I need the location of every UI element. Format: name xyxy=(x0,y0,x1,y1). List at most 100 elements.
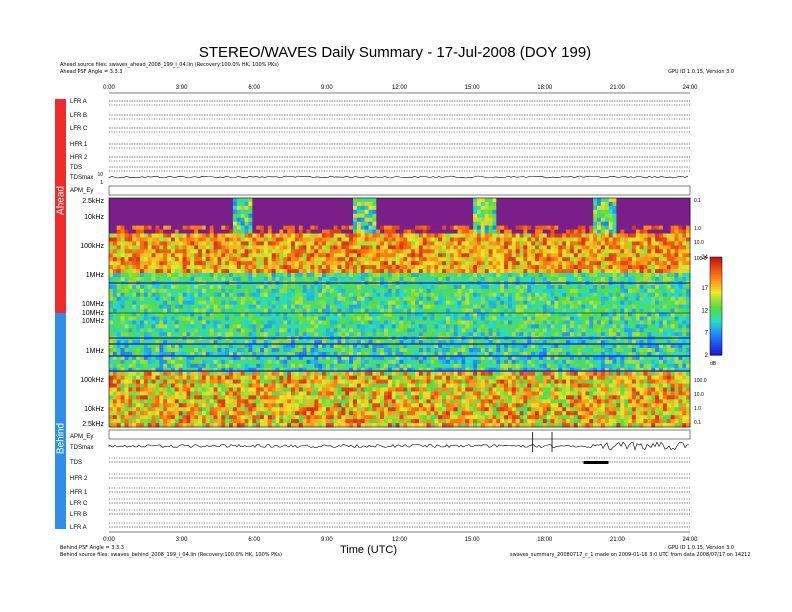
spectrogram-cell xyxy=(140,288,145,294)
spectrogram-cell xyxy=(620,201,625,207)
spectrogram-cell xyxy=(585,198,590,203)
spectrogram-cell xyxy=(353,205,358,211)
spectrogram-cell xyxy=(430,257,435,262)
spectrogram-cell xyxy=(151,308,156,313)
spectrogram-cell xyxy=(329,292,335,298)
spectrogram-cell xyxy=(480,249,486,254)
spectrogram-cell xyxy=(186,308,191,313)
spectrogram-cell xyxy=(202,209,207,215)
spectrogram-cell xyxy=(523,249,528,254)
spectrogram-cell xyxy=(287,225,292,230)
spectrogram-cell xyxy=(430,205,435,211)
spectrogram-cell xyxy=(376,237,381,242)
spectrogram-cell xyxy=(236,217,242,222)
spectrogram-cell xyxy=(492,225,497,230)
spectrogram-cell xyxy=(674,201,679,207)
spectrogram-cell xyxy=(333,308,338,313)
spectrogram-cell xyxy=(662,273,668,278)
spectrogram-cell xyxy=(651,217,656,222)
spectrogram-cell xyxy=(217,213,222,219)
spectrogram-cell xyxy=(577,257,582,262)
spectrogram-cell xyxy=(500,241,505,246)
spectrogram-cell xyxy=(275,308,280,313)
spectrogram-cell xyxy=(442,320,447,325)
spectrogram-cell xyxy=(143,209,149,215)
spectrogram-cell xyxy=(205,292,211,298)
spectrogram-cell xyxy=(140,221,145,226)
spectrogram-cell xyxy=(399,205,404,211)
spectrogram-cell xyxy=(112,253,118,258)
spectrogram-cell xyxy=(442,241,447,246)
spectrogram-cell xyxy=(554,198,559,203)
spectrogram-cell xyxy=(209,308,214,313)
spectrogram-cell xyxy=(577,237,582,242)
spectrogram-cell xyxy=(480,237,486,242)
spectrogram-cell xyxy=(686,253,691,258)
spectrogram-cell xyxy=(659,324,664,329)
spectrogram-cell xyxy=(275,273,280,278)
spectrogram-cell xyxy=(558,257,563,262)
spectrogram-cell xyxy=(314,198,319,203)
spectrogram-cell xyxy=(449,217,455,222)
spectrogram-cell xyxy=(670,205,675,211)
spectrogram-cell xyxy=(399,261,404,266)
spectrogram-cell xyxy=(500,269,505,274)
spectrogram-cell xyxy=(132,253,137,258)
spectrogram-cell xyxy=(434,221,439,226)
spectrogram-cell xyxy=(399,245,404,250)
spectrogram-cell xyxy=(190,205,195,211)
spectrogram-cell xyxy=(112,229,118,234)
spectrogram-cell xyxy=(198,292,203,298)
spectrogram-cell xyxy=(597,288,602,294)
spectrogram-cell xyxy=(198,221,203,226)
spectrogram-cell xyxy=(480,205,486,211)
spectrogram-cell xyxy=(287,253,292,258)
spectrogram-cell xyxy=(186,265,191,270)
spectrogram-cell xyxy=(248,288,253,294)
spectrogram-cell xyxy=(167,296,172,301)
spectrogram-cell xyxy=(372,324,377,329)
spectrogram-cell xyxy=(147,288,152,294)
spectrogram-cell xyxy=(500,229,505,234)
spectrogram-cell xyxy=(337,284,342,290)
spectrogram-cell xyxy=(124,245,129,250)
spectrogram-cell xyxy=(306,324,311,329)
spectrogram-cell xyxy=(628,273,633,278)
spectrogram-cell xyxy=(616,261,621,266)
spectrogram-cell xyxy=(473,253,478,258)
spectrogram-cell xyxy=(155,201,160,207)
spectrogram-cell xyxy=(511,221,517,226)
spectrogram-cell xyxy=(473,205,478,211)
spectrogram-cell xyxy=(349,221,354,226)
spectrogram-cell xyxy=(260,292,265,298)
spectrogram-cell xyxy=(345,304,350,309)
spectrogram-cell xyxy=(597,312,602,317)
spectrogram-cell xyxy=(415,198,420,203)
spectrogram-cell xyxy=(364,225,369,230)
spectrogram-cell xyxy=(608,312,613,317)
spectrogram-cell xyxy=(120,273,125,278)
spectrogram-cell xyxy=(345,198,350,203)
spectrogram-cell xyxy=(446,249,451,254)
spectrogram-cell xyxy=(682,249,687,254)
spectrogram-cell xyxy=(337,316,342,321)
spectrogram-cell xyxy=(256,213,261,219)
spectrogram-cell xyxy=(376,245,381,250)
spectrogram-cell xyxy=(600,296,606,301)
spectrogram-cell xyxy=(322,308,327,313)
spectrogram-cell xyxy=(511,265,517,270)
spectrogram-cell xyxy=(449,296,455,301)
spectrogram-cell xyxy=(356,269,362,274)
spectrogram-cell xyxy=(341,241,346,246)
spectrogram-cell xyxy=(384,277,389,282)
spectrogram-cell xyxy=(229,233,234,238)
spectrogram-cell xyxy=(581,320,586,325)
spectrogram-cell xyxy=(593,277,598,282)
spectrogram-cell xyxy=(542,209,548,215)
spectrogram-cell xyxy=(469,269,474,274)
spectrogram-cell xyxy=(174,261,180,266)
spectrogram-cell xyxy=(310,312,315,317)
spectrogram-cell xyxy=(287,205,292,211)
spectrogram-cell xyxy=(457,233,462,238)
spectrogram-cell xyxy=(329,233,335,238)
